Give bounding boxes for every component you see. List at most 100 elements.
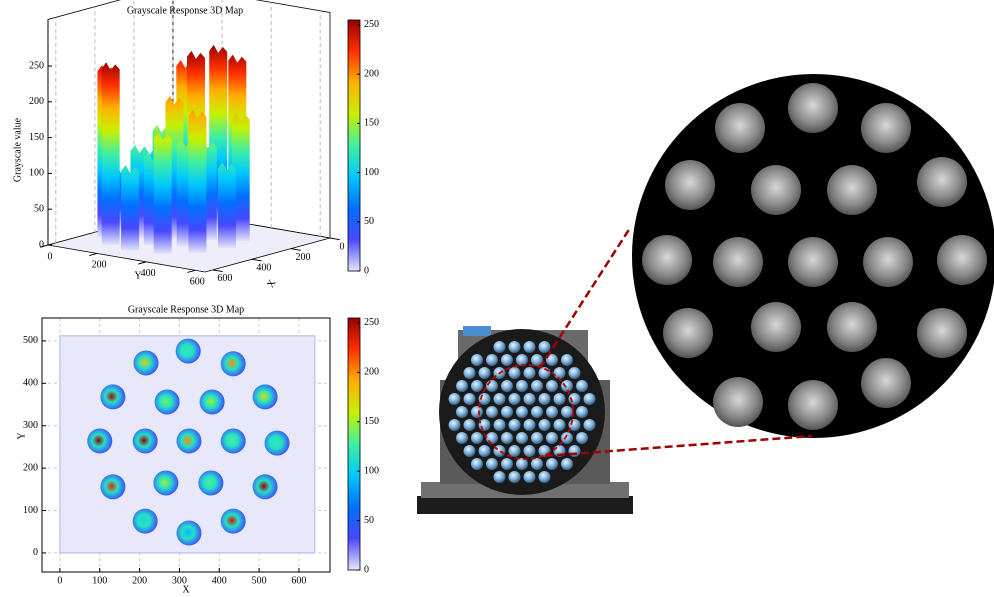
z-axis-label: Grayscale value [12, 117, 23, 182]
lens [516, 406, 528, 418]
lens [524, 419, 536, 431]
colorbar-tick-label: 150 [364, 118, 379, 129]
lens [494, 471, 506, 483]
x-tick-label: 0 [57, 575, 62, 586]
lens [554, 419, 566, 431]
x-axis-label: X [182, 584, 190, 595]
colorbar-tick-label: 200 [364, 68, 379, 79]
lens [471, 354, 483, 366]
lens [546, 432, 558, 444]
x-tick-label: 400 [212, 575, 227, 586]
lens [471, 406, 483, 418]
lens [464, 367, 476, 379]
lens [539, 341, 551, 353]
zoom-spot [788, 380, 838, 430]
x-axis-label: X [265, 277, 279, 289]
response-spike [154, 132, 172, 254]
zoom-spot [827, 302, 877, 352]
lens [539, 471, 551, 483]
lens [486, 432, 498, 444]
x-tick [291, 249, 301, 251]
lens [561, 354, 573, 366]
lens [524, 471, 536, 483]
x-tick-label: 100 [92, 575, 107, 586]
zoom-spot [917, 308, 967, 358]
zoom-spot [751, 165, 801, 215]
lens [471, 458, 483, 470]
lens [479, 445, 491, 457]
x-tick-label: 0 [340, 241, 345, 252]
colorbar-tick-label: 100 [364, 465, 379, 476]
z-tick-label: 150 [29, 132, 44, 143]
colorbar-tick-label: 250 [364, 317, 379, 328]
colorbar-tick-label: 250 [364, 19, 379, 30]
lens [494, 393, 506, 405]
zoom-spot [861, 358, 911, 408]
y-tick-label: 400 [23, 378, 38, 389]
y-tick [187, 270, 195, 272]
lens [516, 432, 528, 444]
zoom-spot [861, 103, 911, 153]
lens [531, 432, 543, 444]
lens [456, 406, 468, 418]
colorbar-tick-label: 50 [364, 515, 374, 526]
lens [464, 393, 476, 405]
lens [509, 341, 521, 353]
response-spot [133, 509, 158, 534]
x-tick-label: 600 [291, 575, 306, 586]
lens [546, 458, 558, 470]
y-tick [89, 253, 97, 255]
y-axis-label: Y [16, 432, 27, 439]
response-spot [133, 428, 158, 453]
zoom-spot [863, 237, 913, 287]
zoom-spot [937, 235, 987, 285]
y-tick-label: 200 [92, 260, 107, 271]
lens [494, 419, 506, 431]
lens [569, 367, 581, 379]
connector [463, 326, 491, 336]
y-tick [138, 262, 146, 264]
colorbar-tick-label: 150 [364, 416, 379, 427]
lens [554, 393, 566, 405]
zoom-spot [663, 308, 713, 358]
response-spot [100, 384, 125, 409]
response-spot [100, 474, 125, 499]
lens [471, 380, 483, 392]
y-tick-label: 0 [33, 547, 38, 558]
lens [546, 380, 558, 392]
lens [531, 458, 543, 470]
zoom-spot [665, 160, 715, 210]
response-spot [87, 428, 112, 453]
z-tick-label: 50 [34, 203, 44, 214]
lens [501, 380, 513, 392]
response-spot [153, 470, 178, 495]
chart-title: Grayscale Response 3D Map [128, 304, 244, 315]
lens [516, 380, 528, 392]
lens [531, 406, 543, 418]
response-spot [253, 474, 278, 499]
lens [509, 471, 521, 483]
response-spot [221, 351, 246, 376]
response-spike [102, 62, 120, 245]
response-spot [198, 470, 223, 495]
figure: 05010015020025002004006000200400600Grays… [0, 0, 994, 597]
response-spot [221, 428, 246, 453]
response-spot [176, 339, 201, 364]
lens [501, 354, 513, 366]
lens [501, 406, 513, 418]
x-tick-label: 200 [295, 252, 310, 263]
response-spot [265, 431, 290, 456]
lens [449, 393, 461, 405]
lens [531, 380, 543, 392]
zoom-spot [642, 235, 692, 285]
lens [486, 354, 498, 366]
lens [561, 380, 573, 392]
lens [464, 445, 476, 457]
lens [509, 419, 521, 431]
lens [546, 406, 558, 418]
zoom-spot [917, 157, 967, 207]
response-spot [176, 428, 201, 453]
y-tick-label: 400 [141, 268, 156, 279]
response-spot [176, 520, 201, 545]
zoom-spot [715, 103, 765, 153]
